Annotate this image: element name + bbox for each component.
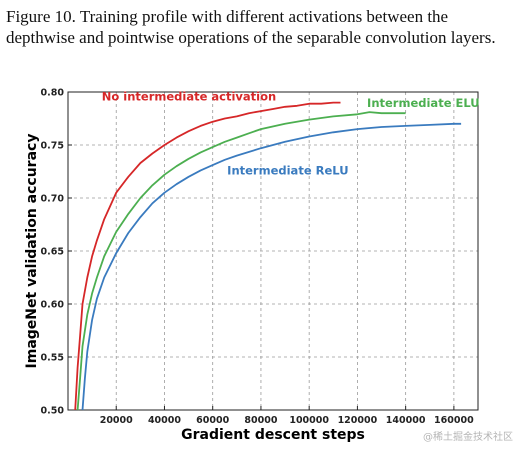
watermark: @稀土掘金技术社区 — [423, 432, 513, 443]
x-tick-label: 80000 — [244, 415, 277, 426]
caption-text: Training profile with different activati… — [6, 7, 496, 47]
series-lines — [74, 101, 462, 411]
x-tick-label: 40000 — [148, 415, 181, 426]
x-tick-label: 60000 — [196, 415, 229, 426]
series-annotations: No intermediate activation Intermediate E… — [102, 89, 480, 177]
y-tick-label: 0.80 — [41, 88, 65, 99]
x-tick-label: 140000 — [386, 415, 426, 426]
x-tick-label: 100000 — [289, 415, 329, 426]
grid — [68, 91, 478, 411]
figure-caption: Figure 10. Training profile with differe… — [6, 6, 518, 48]
x-axis-label: Gradient descent steps — [181, 427, 365, 443]
line-chart: 20000 40000 60000 80000 100000 120000 140000 16… — [24, 88, 480, 444]
series-label: Intermediate ELU — [367, 96, 480, 110]
series-line — [81, 122, 462, 411]
y-tick-label: 0.60 — [41, 300, 65, 311]
caption-label: Figure 10. — [6, 7, 76, 26]
series-label: Intermediate ReLU — [227, 164, 348, 178]
series-line — [74, 101, 341, 411]
x-tick-label: 160000 — [434, 415, 474, 426]
series-label: No intermediate activation — [102, 89, 276, 103]
y-tick-label: 0.70 — [41, 194, 65, 205]
x-tick-label: 20000 — [100, 415, 133, 426]
y-tick-label: 0.55 — [41, 353, 64, 364]
x-tick-label: 120000 — [338, 415, 378, 426]
y-tick-label: 0.65 — [41, 247, 64, 258]
series-line — [76, 111, 406, 411]
y-tick-label: 0.75 — [41, 141, 64, 152]
y-tick-label: 0.50 — [41, 406, 65, 417]
y-axis-label: ImageNet validation accuracy — [24, 134, 40, 369]
axes: 20000 40000 60000 80000 100000 120000 140000 16… — [41, 88, 479, 426]
